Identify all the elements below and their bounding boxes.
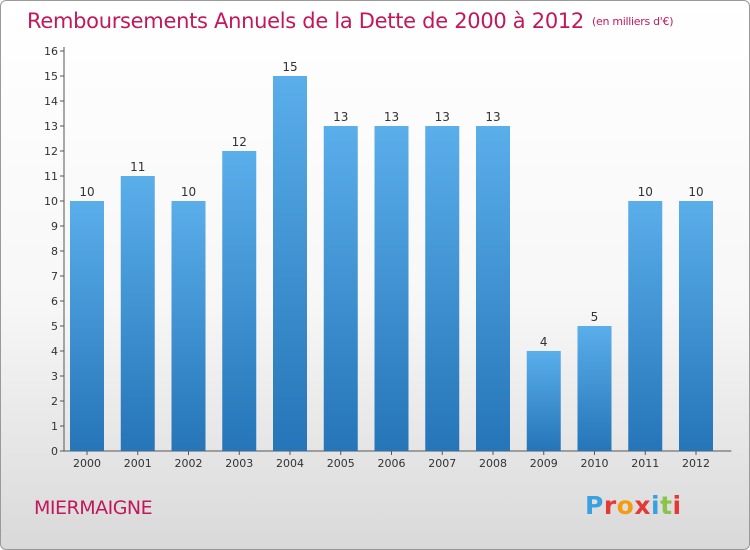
y-tick-label: 15	[44, 70, 58, 83]
bar-value-label: 10	[79, 185, 94, 199]
logo-letter: x	[634, 491, 651, 520]
logo-letter: i	[651, 491, 661, 520]
bar-2005	[323, 126, 358, 451]
y-tick-label: 14	[44, 95, 58, 108]
bar-value-label: 10	[181, 185, 196, 199]
x-tick-label: 2002	[175, 457, 203, 470]
y-tick-label: 5	[51, 320, 58, 333]
y-tick-label: 9	[51, 220, 58, 233]
logo-letter: P	[585, 491, 604, 520]
bar-2008	[476, 126, 510, 451]
y-tick-label: 13	[44, 120, 58, 133]
x-tick-label: 2012	[682, 457, 710, 470]
y-tick-label: 7	[51, 270, 58, 283]
bar-value-label: 5	[591, 310, 599, 324]
y-tick-label: 1	[51, 420, 58, 433]
y-tick-label: 16	[44, 45, 58, 58]
y-tick-label: 2	[51, 395, 58, 408]
bar-value-label: 13	[485, 110, 500, 124]
chart-title: Remboursements Annuels de la Dette de 20…	[27, 9, 673, 33]
x-tick-label: 2009	[530, 457, 558, 470]
bar-2007	[425, 126, 460, 451]
bar-2001	[120, 176, 155, 451]
y-tick-label: 10	[44, 195, 58, 208]
bar-value-label: 4	[540, 335, 548, 349]
bar-2009	[526, 351, 561, 451]
bar-2011	[628, 201, 663, 451]
bar-2000	[70, 201, 104, 451]
y-tick-label: 12	[44, 145, 58, 158]
logo-letter: t	[660, 491, 673, 520]
logo-letter: o	[616, 491, 635, 520]
bar-2004	[273, 76, 307, 451]
bar-2003	[222, 151, 257, 451]
y-tick-label: 3	[51, 370, 58, 383]
logo-letter: r	[603, 491, 617, 520]
bar-value-label: 13	[435, 110, 450, 124]
chart-unit: (en milliers d'€)	[592, 15, 674, 28]
y-tick-label: 0	[51, 445, 58, 458]
bar-2010	[577, 326, 612, 451]
chart-title-text: Remboursements Annuels de la Dette de 20…	[27, 9, 584, 33]
bar-value-label: 13	[384, 110, 399, 124]
bar-value-label: 11	[130, 160, 145, 174]
bar-value-label: 10	[638, 185, 653, 199]
bar-value-label: 10	[688, 185, 703, 199]
x-tick-label: 2004	[276, 457, 304, 470]
y-tick-label: 11	[44, 170, 58, 183]
x-tick-label: 2000	[73, 457, 101, 470]
bar-2002	[171, 201, 206, 451]
y-tick-label: 8	[51, 245, 58, 258]
bar-value-label: 13	[333, 110, 348, 124]
x-tick-label: 2011	[631, 457, 659, 470]
x-tick-label: 2003	[225, 457, 253, 470]
bar-2012	[679, 201, 713, 451]
bar-value-label: 15	[282, 60, 297, 74]
proxiti-logo: Proxiti	[585, 491, 682, 520]
x-tick-label: 2010	[581, 457, 609, 470]
x-tick-label: 2006	[378, 457, 406, 470]
bar-2006	[374, 126, 409, 451]
logo-letter: i	[672, 491, 682, 520]
y-tick-label: 6	[51, 295, 58, 308]
y-tick-label: 4	[51, 345, 58, 358]
commune-name: MIERMAIGNE	[34, 497, 153, 519]
x-tick-label: 2008	[479, 457, 507, 470]
x-tick-label: 2001	[124, 457, 152, 470]
bar-value-label: 12	[232, 135, 247, 149]
x-tick-label: 2007	[428, 457, 456, 470]
x-tick-label: 2005	[327, 457, 355, 470]
